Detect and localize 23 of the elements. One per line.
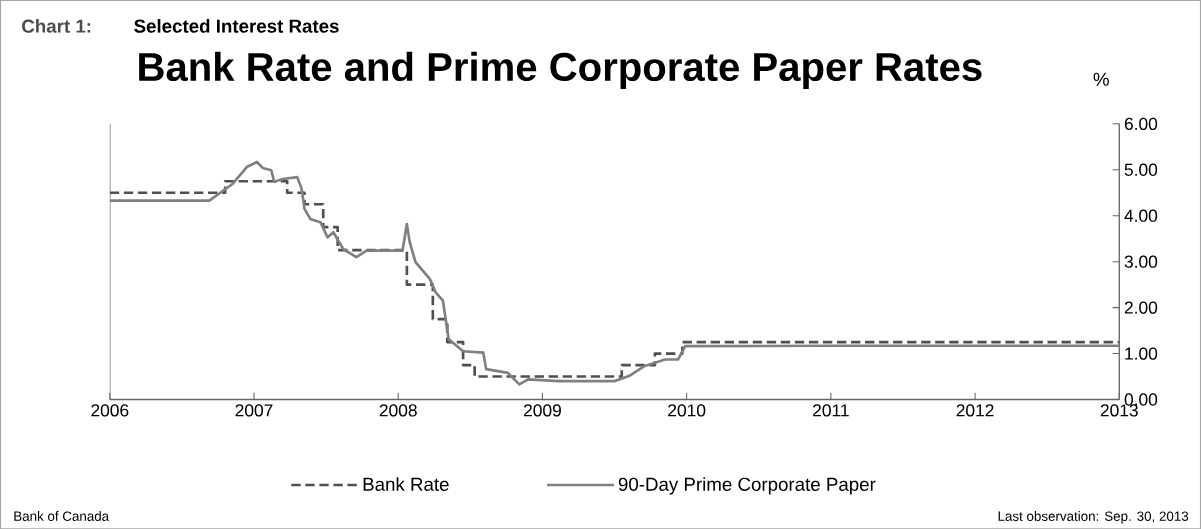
x-tick-label: 2010: [668, 404, 706, 417]
chart-subtitle: Selected Interest Rates: [134, 18, 339, 33]
x-tick-label: 2007: [235, 404, 273, 417]
text: Last observation: Sep. 30, 2013: [998, 510, 1189, 524]
text: Bank of Canada: [14, 510, 110, 521]
x-tick-label: 2011: [813, 404, 849, 417]
chart-title: Bank Rate and Prime Corporate Paper Rates: [139, 51, 982, 89]
x-tick-label: 2006: [91, 404, 129, 417]
y-tick-label: 1.00: [1125, 347, 1158, 360]
y-tick-label: 5.00: [1124, 163, 1158, 176]
x-tick-label: 2009: [523, 404, 561, 417]
y-tick-label: 0.00: [1124, 393, 1158, 406]
y-axis-title: %: [1093, 72, 1109, 86]
y-tick-label: 2.00: [1124, 301, 1158, 314]
x-tick-label: 2012: [956, 404, 994, 417]
legend-label: Bank Rate: [363, 477, 449, 491]
x-tick-label: 2013: [1100, 404, 1138, 417]
y-tick-label: 3.00: [1124, 255, 1158, 268]
x-tick-label: 2008: [379, 404, 417, 417]
y-tick-label: 6.00: [1124, 117, 1158, 130]
y-tick-label: 4.00: [1124, 209, 1158, 222]
legend-label: 90-Day Prime Corporate Paper: [618, 477, 876, 495]
caption: Chart 1:: [22, 18, 91, 33]
